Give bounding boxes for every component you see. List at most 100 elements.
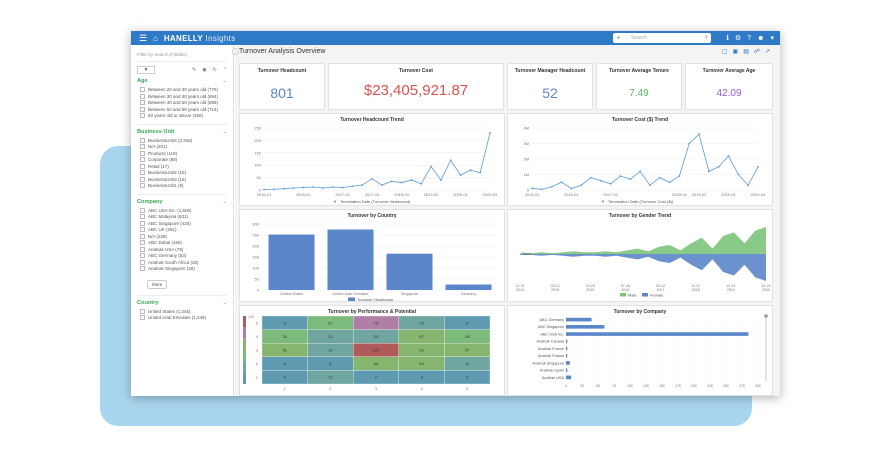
y-tick-label: 200 <box>252 244 259 249</box>
x-tick-label: 2020 <box>762 288 770 292</box>
x-tick-label: 25 <box>580 384 584 388</box>
x-tick-label: 2 <box>329 386 332 391</box>
share-icon[interactable]: ☍ <box>753 49 760 55</box>
filter-group-title[interactable]: Business Unit ⌄ <box>137 128 227 135</box>
filter-option[interactable]: BusinessUnit3 (16) <box>137 177 227 184</box>
filter-option[interactable]: AnaKak USA (79) <box>137 247 227 254</box>
chart-cost-trend: Turnover Cost ($) Trend 0 1M 2M 3M 4M 2015-01… <box>507 113 773 206</box>
y-tick-label: AnaKak Poland <box>538 354 564 358</box>
refresh-icon[interactable]: ↻ <box>212 67 217 73</box>
chevron-down-icon[interactable]: ⌄ <box>222 128 227 135</box>
folder-icon[interactable]: ▣ <box>732 49 739 55</box>
filter-option[interactable]: Between 50 and 60 years old (714) <box>137 107 227 114</box>
y-tick-label: 50 <box>255 277 260 282</box>
search-input[interactable]: ● Search ⚲ <box>613 33 711 43</box>
filter-option[interactable]: ABC Malaysia (831) <box>137 214 227 221</box>
bar <box>566 325 605 329</box>
x-tick-label: 2019-02 <box>692 192 707 197</box>
x-tick-label: 2015-01 <box>257 192 272 197</box>
kpi-value: 7.49 <box>629 88 649 99</box>
filter-option[interactable]: ABC Germany (53) <box>137 253 227 260</box>
data-point <box>698 133 700 136</box>
x-tick-label: 3 <box>375 386 378 391</box>
filter-group-title[interactable]: Company ⌄ <box>137 198 227 205</box>
x-tick-label: 2019 <box>727 288 735 292</box>
x-tick-label: Germany <box>461 292 477 296</box>
x-tick-label: 10-24 <box>586 284 595 288</box>
filter-option[interactable]: BusinessUnit2 (16) <box>137 170 227 177</box>
bar <box>268 234 315 290</box>
chevron-down-icon[interactable]: ⌄ <box>222 299 227 306</box>
filter-icon[interactable]: ▼ <box>137 66 155 74</box>
filter-option[interactable]: AnaKak Singapore (20) <box>137 266 227 273</box>
save-icon[interactable]: ▢ <box>721 49 728 55</box>
gear-icon[interactable]: ⚙ <box>734 35 742 42</box>
filter-option[interactable]: BusinessUnit1 (8) <box>137 183 227 190</box>
x-tick-label: 2019-02 <box>424 192 439 197</box>
filter-option[interactable]: Products (118) <box>137 151 227 158</box>
data-point <box>737 173 740 176</box>
series-area-female <box>520 254 766 281</box>
data-point <box>757 165 759 168</box>
filter-option[interactable]: 60 years old or above (468) <box>137 113 227 120</box>
x-tick-label: 2017-01 <box>335 192 350 197</box>
x-tick-label: 2015 <box>551 288 559 292</box>
chevron-down-icon[interactable]: ⌄ <box>222 78 227 84</box>
legend-marker <box>348 297 355 301</box>
kpi-value: $23,405,921.87 <box>363 82 469 99</box>
data-point <box>629 178 632 181</box>
filter-option[interactable]: Corporate (88) <box>137 157 227 164</box>
user-icon[interactable]: ☻ <box>757 34 765 42</box>
filter-group-title[interactable]: Age ⌄ <box>137 78 227 84</box>
help-icon[interactable]: ? <box>747 34 752 42</box>
edit-icon[interactable]: ✎ <box>192 67 197 73</box>
filter-option[interactable]: ABC Dubai (155) <box>137 240 227 247</box>
filter-option[interactable]: Between 20 and 30 years old (776) <box>137 87 227 94</box>
filter-option[interactable]: ABC Singapore (420) <box>137 221 227 228</box>
search-icon[interactable]: ⚲ <box>704 35 708 41</box>
legend-label: Turnover Headcount <box>357 297 394 302</box>
filter-group: Age ⌄ Between 20 and 30 years old (776) Bet… <box>137 78 227 120</box>
filter-option[interactable]: BusinessUnit4 (3,346) <box>137 138 227 145</box>
chart-performance-potential: Turnover by Performance & Potential 120 5… <box>239 305 505 396</box>
filter-option[interactable]: Retail (17) <box>137 164 227 171</box>
chevron-down-icon[interactable]: ▾ <box>770 35 774 42</box>
settings-icon[interactable]: ◉ <box>202 67 207 73</box>
color-scale <box>243 350 246 362</box>
filter-option[interactable]: Between 30 and 40 years old (894) <box>137 94 227 101</box>
filter-option[interactable]: ABC USA Inc. (1,606) <box>137 208 227 215</box>
menu-icon[interactable]: ☰ <box>139 33 148 43</box>
filter-option[interactable]: United Arab Emirates (1,245) <box>137 315 227 322</box>
color-scale <box>243 327 246 339</box>
company-bar-svg: 0 25 50 75 100 125 150 175 200 225 250 275 300 ABC Ge… <box>532 314 768 388</box>
cell-value: 20 <box>374 334 379 339</box>
sidebar-search-input[interactable]: Filter by Search (Filtable) <box>137 52 227 62</box>
kpi-value: 42.09 <box>716 88 742 99</box>
collapse-sidebar-icon[interactable]: ‹ <box>232 48 239 55</box>
gender-trend-svg: Trend12-31201403-12201510-24201507-26201… <box>515 227 771 298</box>
bar <box>445 284 492 290</box>
data-point <box>479 171 482 174</box>
export-icon[interactable]: ↗ <box>764 49 770 55</box>
filter-option[interactable]: ABC UK (261) <box>137 227 227 234</box>
print-icon[interactable]: ▤ <box>743 49 749 55</box>
x-tick-label: 300 <box>755 384 761 388</box>
filter-option[interactable]: N/A (239) <box>137 234 227 241</box>
filter-option[interactable]: Between 40 and 50 years old (898) <box>137 100 227 107</box>
chart-title: Turnover by Gender Trend <box>608 213 672 219</box>
collapse-icon[interactable]: ⌃ <box>222 67 227 73</box>
filter-group-title[interactable]: Country ⌄ <box>137 299 227 306</box>
home-icon[interactable]: ⌂ <box>153 33 158 43</box>
more-button[interactable]: More <box>147 279 168 289</box>
filter-option[interactable]: AnaKak South Africa (25) <box>137 260 227 267</box>
filter-option[interactable]: N/A (201) <box>137 144 227 151</box>
chevron-down-icon[interactable]: ⌄ <box>222 198 227 205</box>
cell-value: 63 <box>419 361 424 366</box>
info-icon[interactable]: ℹ <box>726 35 729 42</box>
data-point <box>580 184 583 187</box>
x-tick-label: 2018-04 <box>672 192 687 197</box>
y-tick-label: 300 <box>252 222 259 227</box>
legend-marker <box>620 293 626 297</box>
filter-option[interactable]: United States (1,245) <box>137 309 227 316</box>
data-point <box>390 180 393 183</box>
